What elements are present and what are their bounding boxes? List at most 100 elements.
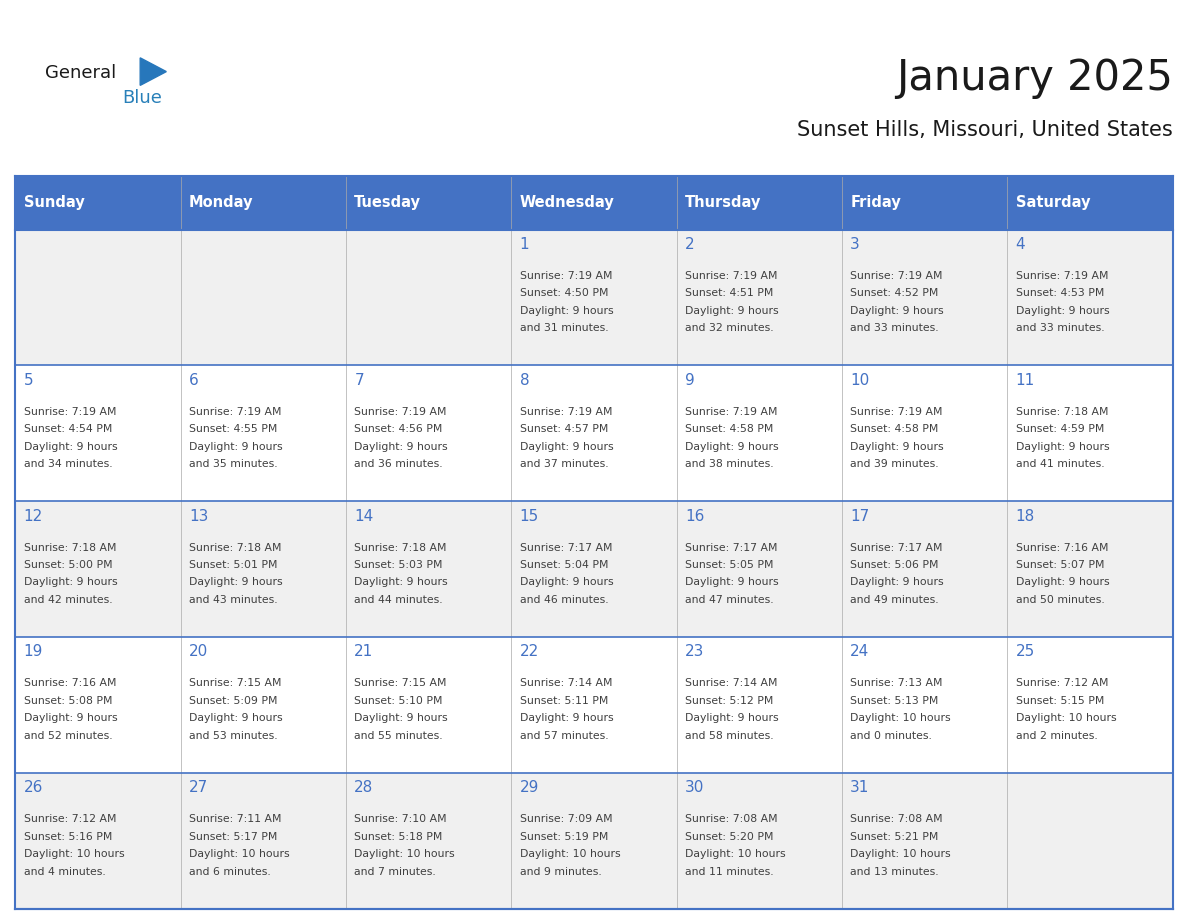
Text: Daylight: 10 hours: Daylight: 10 hours [24,849,125,859]
Bar [15,773,1173,909]
Text: Sunrise: 7:12 AM: Sunrise: 7:12 AM [24,814,116,824]
Text: Sunset: 5:11 PM: Sunset: 5:11 PM [519,696,608,706]
Text: Daylight: 10 hours: Daylight: 10 hours [851,849,950,859]
Text: Daylight: 9 hours: Daylight: 9 hours [851,306,943,316]
Text: Sunrise: 7:15 AM: Sunrise: 7:15 AM [189,678,282,688]
Polygon shape [140,58,166,85]
Text: General: General [45,64,116,83]
Text: Daylight: 9 hours: Daylight: 9 hours [189,713,283,723]
Text: Sunrise: 7:17 AM: Sunrise: 7:17 AM [519,543,612,553]
Text: 17: 17 [851,509,870,523]
Text: Sunrise: 7:19 AM: Sunrise: 7:19 AM [354,407,447,417]
Text: Sunrise: 7:09 AM: Sunrise: 7:09 AM [519,814,612,824]
Text: Sunset: 5:21 PM: Sunset: 5:21 PM [851,832,939,842]
Text: 18: 18 [1016,509,1035,523]
Bar [1007,176,1173,230]
Text: and 58 minutes.: and 58 minutes. [685,731,773,741]
Text: 26: 26 [24,780,43,795]
Text: Sunrise: 7:10 AM: Sunrise: 7:10 AM [354,814,447,824]
Text: and 38 minutes.: and 38 minutes. [685,459,773,469]
Text: and 55 minutes.: and 55 minutes. [354,731,443,741]
Text: and 37 minutes.: and 37 minutes. [519,459,608,469]
Text: Sunset: 4:50 PM: Sunset: 4:50 PM [519,288,608,298]
Text: 28: 28 [354,780,373,795]
Text: Sunrise: 7:11 AM: Sunrise: 7:11 AM [189,814,282,824]
Text: Friday: Friday [851,196,901,210]
Bar [15,230,1173,365]
Text: Daylight: 9 hours: Daylight: 9 hours [354,577,448,588]
Text: Sunset: 5:06 PM: Sunset: 5:06 PM [851,560,939,570]
Text: Sunset: 5:00 PM: Sunset: 5:00 PM [24,560,113,570]
Text: and 0 minutes.: and 0 minutes. [851,731,933,741]
Text: Sunrise: 7:19 AM: Sunrise: 7:19 AM [685,271,777,281]
Text: and 41 minutes.: and 41 minutes. [1016,459,1104,469]
Text: 13: 13 [189,509,208,523]
Text: Daylight: 9 hours: Daylight: 9 hours [685,713,778,723]
Text: Sunrise: 7:19 AM: Sunrise: 7:19 AM [519,271,612,281]
Text: Sunset: 5:15 PM: Sunset: 5:15 PM [1016,696,1104,706]
Text: Sunset: 5:04 PM: Sunset: 5:04 PM [519,560,608,570]
Text: Sunrise: 7:17 AM: Sunrise: 7:17 AM [851,543,943,553]
Text: Sunset: 5:17 PM: Sunset: 5:17 PM [189,832,277,842]
Text: 23: 23 [685,644,704,659]
Bar [346,176,511,230]
Text: Sunset: 5:13 PM: Sunset: 5:13 PM [851,696,939,706]
Text: Daylight: 9 hours: Daylight: 9 hours [189,442,283,452]
Text: Daylight: 9 hours: Daylight: 9 hours [1016,577,1110,588]
Text: Sunset: 5:01 PM: Sunset: 5:01 PM [189,560,278,570]
Text: Sunset: 5:19 PM: Sunset: 5:19 PM [519,832,608,842]
Text: Daylight: 10 hours: Daylight: 10 hours [685,849,785,859]
Text: 16: 16 [685,509,704,523]
Bar [15,637,1173,773]
Text: and 2 minutes.: and 2 minutes. [1016,731,1098,741]
Text: 9: 9 [685,373,695,387]
Text: and 4 minutes.: and 4 minutes. [24,867,106,877]
Text: Sunrise: 7:19 AM: Sunrise: 7:19 AM [189,407,282,417]
Text: Daylight: 9 hours: Daylight: 9 hours [851,577,943,588]
Text: 30: 30 [685,780,704,795]
Text: Sunset: 4:53 PM: Sunset: 4:53 PM [1016,288,1104,298]
Text: Sunset: 5:10 PM: Sunset: 5:10 PM [354,696,443,706]
Text: Sunrise: 7:16 AM: Sunrise: 7:16 AM [1016,543,1108,553]
Text: and 53 minutes.: and 53 minutes. [189,731,278,741]
Text: Wednesday: Wednesday [519,196,614,210]
Text: 12: 12 [24,509,43,523]
Text: 5: 5 [24,373,33,387]
Text: Sunset: 4:51 PM: Sunset: 4:51 PM [685,288,773,298]
Text: Thursday: Thursday [685,196,762,210]
Text: 11: 11 [1016,373,1035,387]
Text: and 36 minutes.: and 36 minutes. [354,459,443,469]
Text: Daylight: 10 hours: Daylight: 10 hours [519,849,620,859]
Text: Sunset: 5:03 PM: Sunset: 5:03 PM [354,560,443,570]
Text: Sunset: 4:52 PM: Sunset: 4:52 PM [851,288,939,298]
Text: Sunrise: 7:12 AM: Sunrise: 7:12 AM [1016,678,1108,688]
Text: Sunset Hills, Missouri, United States: Sunset Hills, Missouri, United States [797,120,1173,140]
Text: 29: 29 [519,780,539,795]
Text: 3: 3 [851,237,860,252]
Text: Daylight: 9 hours: Daylight: 9 hours [519,306,613,316]
Text: Sunset: 4:57 PM: Sunset: 4:57 PM [519,424,608,434]
Text: Saturday: Saturday [1016,196,1091,210]
Bar [15,176,181,230]
Text: Blue: Blue [122,89,163,107]
Text: 1: 1 [519,237,529,252]
Bar [181,176,346,230]
Text: Daylight: 9 hours: Daylight: 9 hours [24,713,118,723]
Text: Sunset: 5:08 PM: Sunset: 5:08 PM [24,696,112,706]
Text: and 31 minutes.: and 31 minutes. [519,323,608,333]
Text: and 50 minutes.: and 50 minutes. [1016,595,1105,605]
Text: Daylight: 9 hours: Daylight: 9 hours [1016,306,1110,316]
Text: Daylight: 9 hours: Daylight: 9 hours [24,442,118,452]
Text: 22: 22 [519,644,539,659]
Text: Sunrise: 7:19 AM: Sunrise: 7:19 AM [24,407,116,417]
Text: 14: 14 [354,509,373,523]
Text: 8: 8 [519,373,529,387]
Text: Monday: Monday [189,196,253,210]
Text: Sunset: 5:20 PM: Sunset: 5:20 PM [685,832,773,842]
Text: Daylight: 9 hours: Daylight: 9 hours [24,577,118,588]
Text: 2: 2 [685,237,695,252]
Text: Sunrise: 7:19 AM: Sunrise: 7:19 AM [685,407,777,417]
Text: and 42 minutes.: and 42 minutes. [24,595,113,605]
Text: Sunrise: 7:14 AM: Sunrise: 7:14 AM [519,678,612,688]
Text: Sunrise: 7:17 AM: Sunrise: 7:17 AM [685,543,777,553]
